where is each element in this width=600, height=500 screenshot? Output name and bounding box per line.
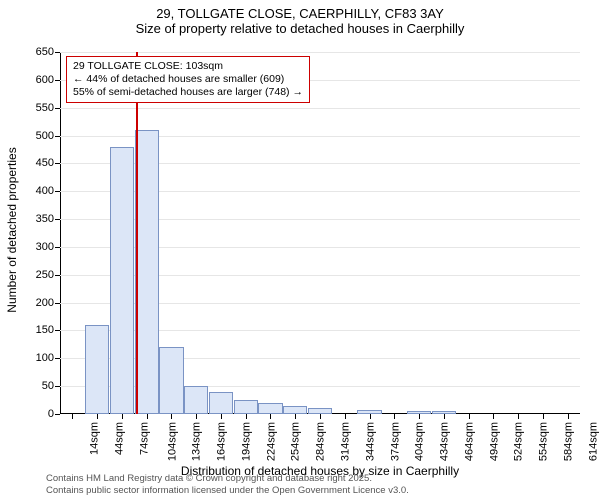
y-tick-label: 650 — [36, 46, 54, 58]
x-tick-label: 554sqm — [538, 422, 550, 461]
x-tick-label: 224sqm — [265, 422, 277, 461]
y-tick-mark — [55, 358, 60, 359]
x-tick-mark — [122, 414, 123, 419]
x-tick-label: 314sqm — [340, 422, 352, 461]
x-tick-label: 44sqm — [114, 422, 126, 455]
x-tick-label: 284sqm — [315, 422, 327, 461]
x-tick-label: 404sqm — [414, 422, 426, 461]
x-tick-label: 584sqm — [562, 422, 574, 461]
y-tick-mark — [55, 108, 60, 109]
histogram-bar — [110, 147, 134, 414]
x-tick-mark — [345, 414, 346, 419]
histogram-bar — [234, 400, 258, 414]
x-tick-mark — [147, 414, 148, 419]
y-tick-label: 400 — [36, 185, 54, 197]
x-tick-label: 164sqm — [216, 422, 228, 461]
x-tick-mark — [394, 414, 395, 419]
x-tick-mark — [320, 414, 321, 419]
y-gridline — [60, 52, 580, 53]
x-tick-mark — [171, 414, 172, 419]
x-tick-mark — [469, 414, 470, 419]
x-tick-label: 14sqm — [89, 422, 101, 455]
x-tick-label: 254sqm — [290, 422, 302, 461]
annotation-line-2: ← 44% of detached houses are smaller (60… — [73, 73, 303, 86]
y-tick-mark — [55, 414, 60, 415]
x-tick-mark — [221, 414, 222, 419]
annotation-line-1: 29 TOLLGATE CLOSE: 103sqm — [73, 60, 303, 73]
x-tick-label: 134sqm — [191, 422, 203, 461]
x-tick-label: 614sqm — [587, 422, 599, 461]
x-tick-label: 464sqm — [463, 422, 475, 461]
x-tick-label: 434sqm — [439, 422, 451, 461]
y-tick-mark — [55, 80, 60, 81]
histogram-bar — [85, 325, 109, 414]
x-tick-mark — [568, 414, 569, 419]
x-tick-mark — [72, 414, 73, 419]
annotation-line-3: 55% of semi-detached houses are larger (… — [73, 86, 303, 99]
histogram-bar — [283, 406, 307, 414]
y-tick-label: 350 — [36, 213, 54, 225]
figure-container: 29, TOLLGATE CLOSE, CAERPHILLY, CF83 3AY… — [0, 0, 600, 500]
histogram-bar — [135, 130, 159, 414]
y-tick-mark — [55, 219, 60, 220]
histogram-bar — [209, 392, 233, 414]
x-tick-label: 494sqm — [488, 422, 500, 461]
footer-line-2: Contains public sector information licen… — [46, 485, 409, 496]
y-tick-label: 150 — [36, 324, 54, 336]
y-axis-label: Number of detached properties — [5, 147, 19, 312]
annotation-box: 29 TOLLGATE CLOSE: 103sqm ← 44% of detac… — [66, 56, 310, 103]
y-tick-mark — [55, 136, 60, 137]
y-tick-label: 0 — [48, 408, 54, 420]
y-tick-mark — [55, 330, 60, 331]
x-tick-label: 74sqm — [138, 422, 150, 455]
y-tick-label: 200 — [36, 297, 54, 309]
footer-attribution: Contains HM Land Registry data © Crown c… — [46, 473, 409, 496]
x-tick-mark — [543, 414, 544, 419]
y-tick-mark — [55, 303, 60, 304]
x-tick-label: 194sqm — [241, 422, 253, 461]
x-tick-label: 374sqm — [389, 422, 401, 461]
histogram-bar — [258, 403, 282, 414]
y-tick-label: 450 — [36, 157, 54, 169]
y-tick-mark — [55, 386, 60, 387]
title-block: 29, TOLLGATE CLOSE, CAERPHILLY, CF83 3AY… — [0, 0, 600, 36]
x-tick-mark — [97, 414, 98, 419]
title-line-1: 29, TOLLGATE CLOSE, CAERPHILLY, CF83 3AY — [0, 6, 600, 21]
histogram-bar — [159, 347, 183, 414]
property-marker-line — [136, 52, 138, 414]
y-tick-label: 50 — [42, 380, 54, 392]
y-tick-mark — [55, 275, 60, 276]
x-tick-mark — [295, 414, 296, 419]
x-tick-mark — [419, 414, 420, 419]
x-tick-mark — [196, 414, 197, 419]
x-tick-label: 344sqm — [364, 422, 376, 461]
y-tick-mark — [55, 163, 60, 164]
histogram-plot: 0501001502002503003504004505005506006501… — [60, 52, 580, 414]
y-tick-label: 500 — [36, 130, 54, 142]
y-tick-mark — [55, 191, 60, 192]
x-tick-mark — [518, 414, 519, 419]
y-tick-label: 550 — [36, 102, 54, 114]
y-axis-line — [60, 52, 61, 414]
y-tick-label: 600 — [36, 74, 54, 86]
x-tick-mark — [493, 414, 494, 419]
y-gridline — [60, 108, 580, 109]
histogram-bar — [184, 386, 208, 414]
x-tick-mark — [246, 414, 247, 419]
y-tick-label: 100 — [36, 352, 54, 364]
y-tick-mark — [55, 247, 60, 248]
x-tick-mark — [444, 414, 445, 419]
y-tick-mark — [55, 52, 60, 53]
y-tick-label: 300 — [36, 241, 54, 253]
footer-line-1: Contains HM Land Registry data © Crown c… — [46, 473, 409, 484]
y-tick-label: 250 — [36, 269, 54, 281]
x-tick-label: 524sqm — [513, 422, 525, 461]
x-tick-mark — [370, 414, 371, 419]
x-tick-label: 104sqm — [166, 422, 178, 461]
x-tick-mark — [270, 414, 271, 419]
title-line-2: Size of property relative to detached ho… — [0, 21, 600, 36]
